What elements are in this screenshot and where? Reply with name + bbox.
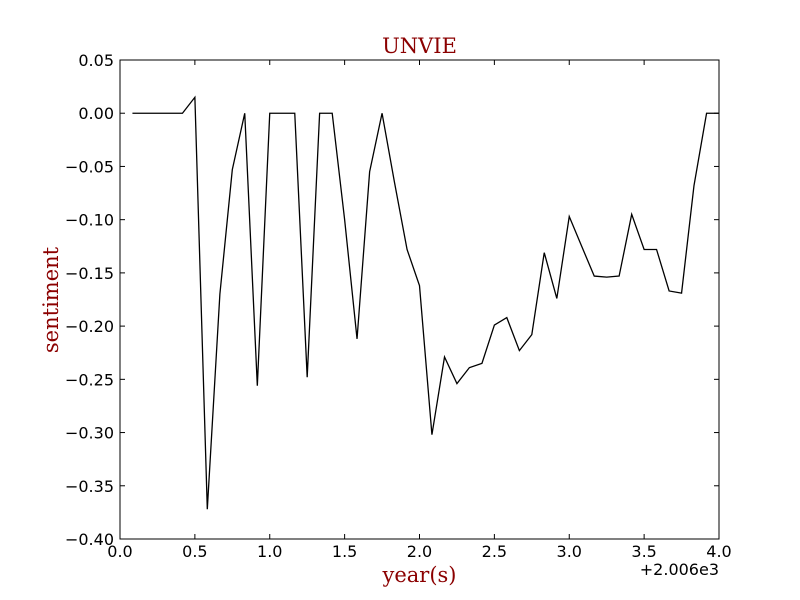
y-tick-label: −0.20 [65, 317, 114, 336]
x-tick-label: 2.5 [482, 542, 507, 561]
x-axis-offset-label: +2.006e3 [640, 560, 719, 579]
y-tick-label: −0.10 [65, 211, 114, 230]
x-tick-label: 2.0 [407, 542, 432, 561]
x-tick-label: 1.5 [332, 542, 357, 561]
y-axis-label: sentiment [39, 246, 63, 353]
y-tick-label: −0.30 [65, 424, 114, 443]
y-tick-label: −0.05 [65, 157, 114, 176]
chart-title: UNVIE [382, 34, 457, 58]
y-tick-label: 0.00 [78, 104, 114, 123]
x-tick-label: 0.5 [182, 542, 207, 561]
plot-frame [119, 59, 720, 540]
x-axis-label: year(s) [381, 563, 456, 587]
sentiment-series-line [132, 95, 719, 510]
y-tick-label: −0.15 [65, 264, 114, 283]
x-tick-label: 3.5 [631, 542, 656, 561]
y-tick-label: −0.35 [65, 477, 114, 496]
y-tick-label: −0.40 [65, 530, 114, 549]
ticks-layer: 0.0 0.5 1.0 1.5 2.0 2.5 3.0 3.5 4.0 0.05 0.00 −0.05… [65, 51, 732, 561]
x-tick-label: 1.0 [257, 542, 282, 561]
x-tick-label: 3.0 [557, 542, 582, 561]
y-tick-label: −0.25 [65, 370, 114, 389]
x-tick-label: 0.0 [107, 542, 132, 561]
y-tick-label: 0.05 [78, 51, 114, 70]
x-tick-label: 4.0 [706, 542, 731, 561]
